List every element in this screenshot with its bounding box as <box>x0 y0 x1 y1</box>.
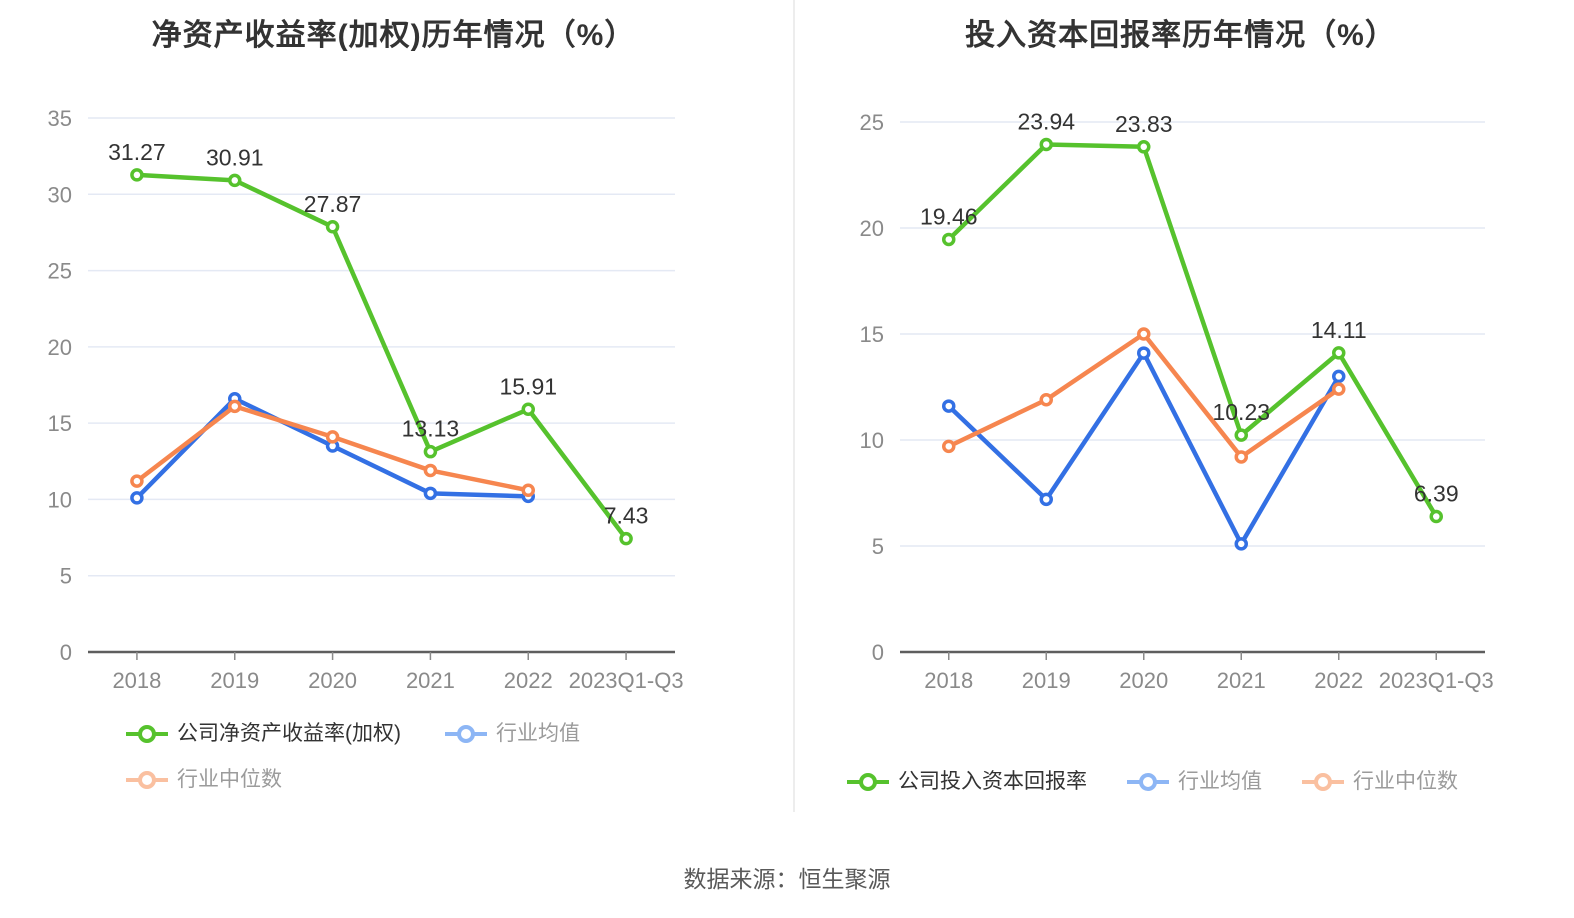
y-tick-label: 15 <box>860 322 884 347</box>
data-point-marker <box>325 220 340 234</box>
data-point-marker <box>1234 428 1248 442</box>
y-tick-label: 35 <box>48 106 72 131</box>
data-point-marker <box>1137 327 1151 341</box>
legend-label: 行业中位数 <box>1353 770 1458 793</box>
data-point-marker <box>423 444 438 459</box>
legend-item[interactable]: 行业中位数 <box>1302 764 1458 800</box>
legend-item[interactable]: 行业均值 <box>445 716 580 752</box>
legend-item[interactable]: 行业中位数 <box>126 762 282 798</box>
data-source-text: 数据来源：恒生聚源 <box>683 866 891 892</box>
y-tick-label: 10 <box>860 428 884 453</box>
data-point-marker <box>942 399 956 413</box>
y-tick-label: 25 <box>860 110 884 135</box>
right-chart-title: 投入资本回报率历年情况（%） <box>965 19 1396 52</box>
x-tick-label: 2020 <box>1119 668 1168 693</box>
value-label: 14.11 <box>1311 317 1367 343</box>
y-tick-label: 20 <box>860 216 884 241</box>
value-label: 19.46 <box>920 203 978 229</box>
y-tick-label: 15 <box>48 411 72 436</box>
value-label: 30.91 <box>206 144 264 170</box>
y-tick-label: 20 <box>48 335 72 360</box>
x-tick-label: 2022 <box>504 668 553 693</box>
data-point-marker <box>942 439 956 454</box>
y-tick-label: 0 <box>60 640 72 665</box>
legend-label: 公司投入资本回报率 <box>898 770 1087 793</box>
data-point-marker <box>1332 369 1346 384</box>
y-tick-label: 5 <box>60 564 72 589</box>
x-tick-label: 2021 <box>406 668 455 693</box>
data-point-marker <box>619 531 633 546</box>
data-point-marker <box>1332 382 1346 396</box>
x-tick-label: 2023Q1-Q3 <box>569 668 684 693</box>
data-point-marker <box>228 399 242 414</box>
panel-divider <box>793 0 795 812</box>
series-line <box>946 350 1341 547</box>
value-label: 23.94 <box>1017 108 1075 134</box>
legend-marker-icon <box>126 725 168 743</box>
legend-marker-icon <box>445 725 487 743</box>
y-tick-label: 5 <box>872 534 884 559</box>
x-tick-label: 2018 <box>112 668 161 693</box>
data-point-marker <box>423 463 438 478</box>
data-point-marker <box>1332 346 1346 360</box>
data-point-marker <box>1234 450 1248 464</box>
x-tick-label: 2018 <box>924 668 973 693</box>
legend-marker-icon <box>1127 773 1169 791</box>
data-point-marker <box>1039 137 1053 152</box>
data-point-marker <box>130 168 144 182</box>
roe-chart-plot: 0 5 10 15 20 25 30 35 2018 2019 2020 2021 2022 2023Q1… <box>48 106 684 693</box>
value-label: 10.23 <box>1212 399 1270 425</box>
data-point-marker <box>423 486 438 501</box>
value-label: 23.83 <box>1115 111 1173 137</box>
value-label: 15.91 <box>499 373 557 399</box>
legend-marker-icon <box>126 771 168 789</box>
data-point-marker <box>1234 537 1248 551</box>
value-label: 27.87 <box>304 191 362 217</box>
data-point-marker <box>130 491 144 505</box>
x-tick-label: 2019 <box>210 668 259 693</box>
legend-item[interactable]: 行业均值 <box>1127 764 1262 800</box>
left-chart-title: 净资产收益率(加权)历年情况（%） <box>151 19 636 52</box>
y-tick-label: 25 <box>48 259 72 284</box>
data-point-marker <box>1039 492 1053 507</box>
legend-item[interactable]: 公司投入资本回报率 <box>847 764 1087 800</box>
legend-marker-icon <box>847 773 889 791</box>
data-point-marker <box>1137 140 1151 154</box>
value-label: 13.13 <box>402 416 460 442</box>
value-label: 31.27 <box>108 139 166 165</box>
y-tick-label: 10 <box>48 487 72 512</box>
legend-label: 行业中位数 <box>177 768 282 791</box>
data-point-marker <box>942 232 956 247</box>
data-point-marker <box>1137 346 1151 360</box>
roic-chart-legend: 公司投入资本回报率 行业均值 行业中位数 <box>847 764 1537 800</box>
x-tick-label: 2023Q1-Q3 <box>1379 668 1494 693</box>
data-point-marker <box>521 402 535 417</box>
legend-marker-icon <box>1302 773 1344 791</box>
x-tick-label: 2020 <box>308 668 357 693</box>
data-point-marker <box>1429 509 1443 524</box>
legend-label: 行业均值 <box>1178 770 1262 793</box>
roic-chart-plot: 0 5 10 15 20 25 2018 2019 2020 2021 2022 2023Q1-Q3 1… <box>860 108 1494 693</box>
value-label: 7.43 <box>604 503 649 529</box>
series-line <box>946 142 1439 519</box>
data-point-marker <box>521 483 535 498</box>
x-tick-label: 2022 <box>1314 668 1363 693</box>
legend-item[interactable]: 公司净资产收益率(加权) <box>126 716 401 752</box>
roe-chart-legend: 公司净资产收益率(加权) 行业均值行业中位数 <box>126 716 650 798</box>
x-tick-label: 2021 <box>1217 668 1266 693</box>
data-point-marker <box>1039 392 1053 407</box>
x-tick-label: 2019 <box>1022 668 1071 693</box>
data-point-marker <box>130 474 144 488</box>
legend-label: 公司净资产收益率(加权) <box>177 722 401 745</box>
y-tick-label: 30 <box>48 182 72 207</box>
legend-label: 行业均值 <box>496 722 580 745</box>
series-line <box>134 172 629 541</box>
value-label: 6.39 <box>1414 481 1459 507</box>
data-point-marker <box>325 430 340 444</box>
y-tick-label: 0 <box>872 640 884 665</box>
data-point-marker <box>228 173 242 188</box>
